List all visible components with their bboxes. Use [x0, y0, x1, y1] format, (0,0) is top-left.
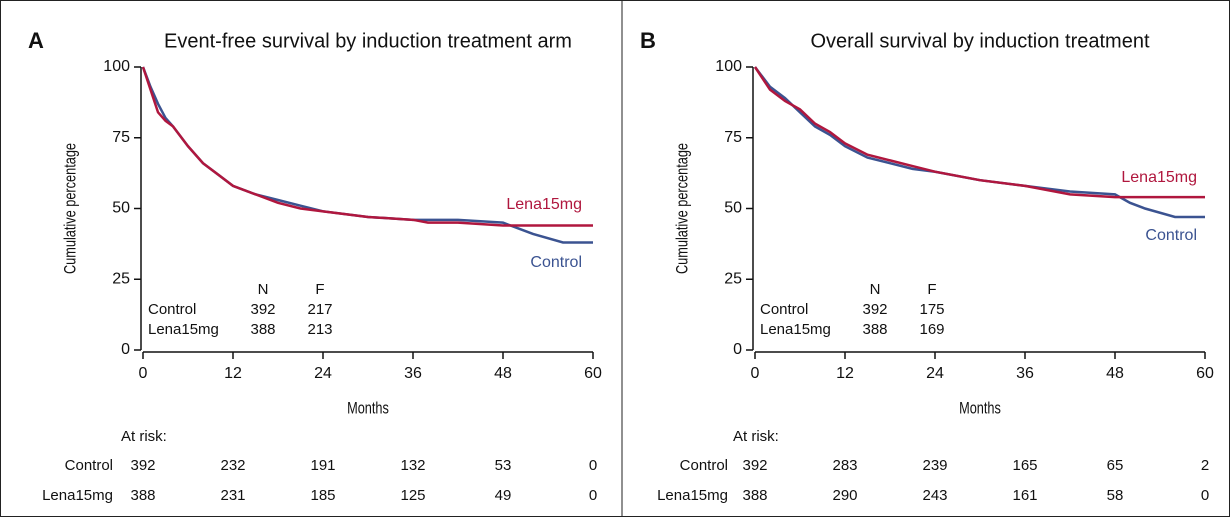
summary-header: F [927, 281, 936, 298]
y-tick-label: 0 [121, 341, 130, 358]
x-tick-label: 24 [926, 365, 944, 382]
at-risk-count: 392 [130, 457, 155, 474]
at-risk-count: 239 [922, 457, 947, 474]
at-risk-count: 132 [400, 457, 425, 474]
at-risk-count: 388 [130, 487, 155, 504]
at-risk-name: Control [65, 457, 113, 474]
at-risk-count: 243 [922, 487, 947, 504]
at-risk-count: 53 [495, 457, 512, 474]
summary-n: 392 [862, 301, 887, 318]
survival-curve [753, 66, 1205, 199]
y-tick-label: 50 [112, 200, 130, 217]
y-tick-label: 25 [724, 270, 742, 287]
x-tick-label: 60 [1196, 365, 1214, 382]
survival-curve [754, 66, 1205, 219]
summary-n: 388 [250, 321, 275, 338]
y-tick-label: 75 [112, 129, 130, 146]
x-axis-title: Months [959, 399, 1001, 418]
x-tick-label: 12 [836, 365, 854, 382]
x-tick-label: 60 [584, 365, 602, 382]
at-risk-count: 388 [742, 487, 767, 504]
survival-curve [141, 66, 593, 227]
summary-name: Lena15mg [760, 321, 831, 338]
summary-f: 217 [307, 301, 332, 318]
at-risk-count: 185 [310, 487, 335, 504]
summary-header: N [258, 281, 269, 298]
y-axis-title: Cumulative percentage [673, 143, 692, 274]
at-risk-count: 0 [1201, 487, 1209, 504]
at-risk-title: At risk: [121, 428, 167, 445]
chart-title: Event-free survival by induction treatme… [164, 30, 572, 52]
y-tick-label: 50 [724, 200, 742, 217]
summary-name: Lena15mg [148, 321, 219, 338]
at-risk-count: 191 [310, 457, 335, 474]
at-risk-count: 0 [589, 457, 597, 474]
at-risk-name: Lena15mg [657, 487, 728, 504]
at-risk-count: 2 [1201, 457, 1209, 474]
x-tick-label: 24 [314, 365, 332, 382]
at-risk-title: At risk: [733, 428, 779, 445]
y-tick-label: 0 [733, 341, 742, 358]
at-risk-count: 392 [742, 457, 767, 474]
summary-name: Control [760, 301, 808, 318]
y-axis-title: Cumulative percentage [61, 143, 80, 274]
at-risk-count: 161 [1012, 487, 1037, 504]
x-tick-label: 0 [751, 365, 760, 382]
x-tick-label: 0 [139, 365, 148, 382]
at-risk-count: 65 [1107, 457, 1124, 474]
y-tick-label: 100 [715, 58, 742, 75]
x-tick-label: 12 [224, 365, 242, 382]
summary-name: Control [148, 301, 196, 318]
y-tick-label: 25 [112, 270, 130, 287]
summary-header: N [870, 281, 881, 298]
at-risk-count: 165 [1012, 457, 1037, 474]
panel-letter: B [640, 28, 656, 53]
series-label: Control [530, 254, 582, 271]
chart-title: Overall survival by induction treatment [810, 30, 1149, 52]
summary-header: F [315, 281, 324, 298]
at-risk-name: Lena15mg [42, 487, 113, 504]
at-risk-count: 49 [495, 487, 512, 504]
x-tick-label: 48 [1106, 365, 1124, 382]
at-risk-count: 231 [220, 487, 245, 504]
x-tick-label: 36 [1016, 365, 1034, 382]
at-risk-count: 58 [1107, 487, 1124, 504]
x-tick-label: 48 [494, 365, 512, 382]
at-risk-count: 0 [589, 487, 597, 504]
y-tick-label: 75 [724, 129, 742, 146]
summary-n: 388 [862, 321, 887, 338]
at-risk-count: 283 [832, 457, 857, 474]
at-risk-name: Control [680, 457, 728, 474]
series-label: Lena15mg [506, 196, 582, 213]
summary-f: 213 [307, 321, 332, 338]
at-risk-count: 125 [400, 487, 425, 504]
series-label: Control [1145, 227, 1197, 244]
summary-f: 169 [919, 321, 944, 338]
at-risk-count: 232 [220, 457, 245, 474]
series-label: Lena15mg [1121, 169, 1197, 186]
panel-letter: A [28, 28, 44, 53]
x-tick-label: 36 [404, 365, 422, 382]
x-axis-title: Months [347, 399, 389, 418]
at-risk-count: 290 [832, 487, 857, 504]
summary-n: 392 [250, 301, 275, 318]
summary-f: 175 [919, 301, 944, 318]
y-tick-label: 100 [103, 58, 130, 75]
